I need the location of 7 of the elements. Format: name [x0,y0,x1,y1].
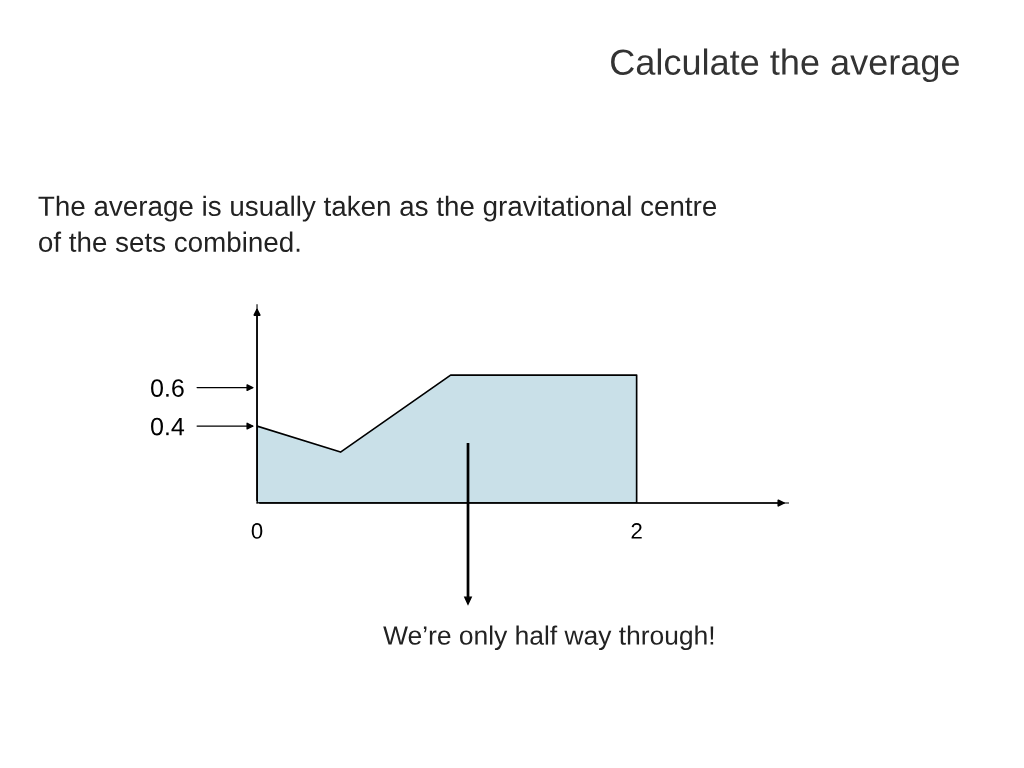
chart-title: Calculate the average [611,48,959,83]
y-tick-label: 0.4 [151,417,185,436]
x-tick-label: 0 [251,523,263,539]
text: We’re only half way through! [383,625,714,651]
y-tick-label: 0.6 [151,379,184,397]
x-tick-label: 2 [631,523,642,539]
chart-subtitle: The average is usually taken as the gravitational centre of the sets combined. [38,195,717,252]
